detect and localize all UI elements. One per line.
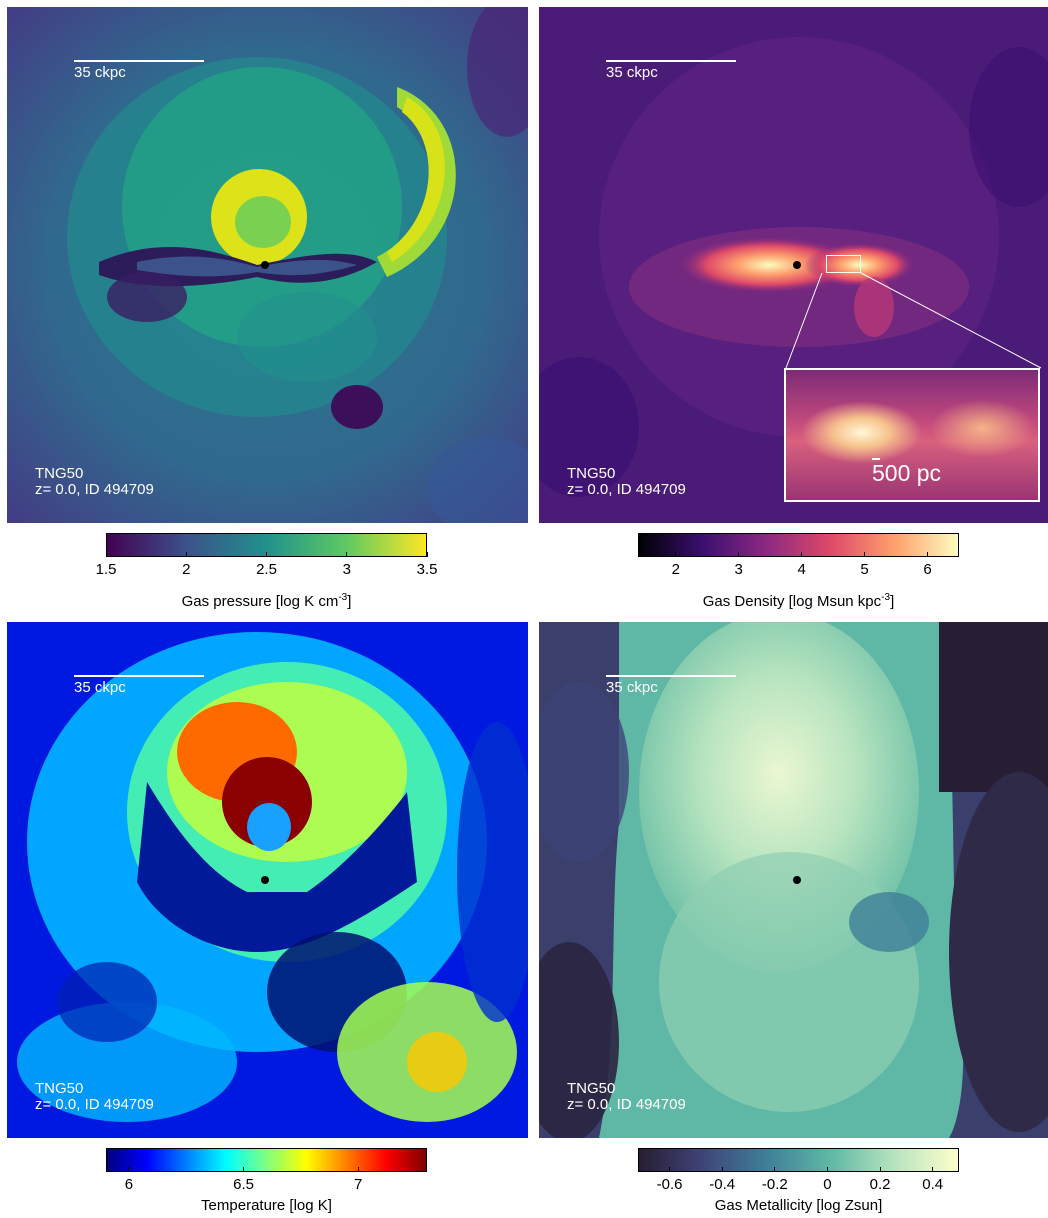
colorbar-tick [266,552,267,557]
colorbar-tick [721,1167,723,1172]
colorbar-tick-label: -0.4 [709,1176,736,1193]
temperature-colorbar-label: Temperature [log K] [201,1197,332,1214]
scale-label: 35 ckpc [606,64,658,81]
colorbar-tick [669,1167,671,1172]
simulation-name: TNG50 [567,465,616,482]
colorbar-tick [675,552,677,557]
colorbar-tick [879,1167,881,1172]
inset-scale-bar [872,458,880,460]
colorbar-tick-label: 6 [124,1176,134,1193]
colorbar-tick-label: -0.2 [761,1176,788,1193]
center-marker [793,876,801,884]
simulation-name: TNG50 [567,1080,616,1097]
colorbar-tick-label: 5 [860,561,869,578]
subhalo-info: z= 0.0, ID 494709 [567,1096,686,1113]
scale-label: 35 ckpc [606,679,658,696]
colorbar-tick [185,552,187,557]
scale-label: 35 ckpc [74,679,126,696]
simulation-name: TNG50 [35,465,84,482]
center-marker [261,876,269,884]
scale-bar [606,60,736,62]
colorbar-tick [738,552,740,557]
colorbar-tick [826,1167,828,1172]
temperature-map-panel: 35 ckpc TNG50 z= 0.0, ID 494709 [7,622,528,1138]
zoom-region-box [826,255,861,273]
metallicity-colorbar-label: Gas Metallicity [log Zsun] [714,1197,883,1214]
colorbar-tick-label: 6 [923,561,932,578]
pressure-colorbar-label: Gas pressure [log K cm-3] [181,592,352,610]
colorbar-tick [357,1167,359,1172]
colorbar-tick [243,1167,245,1172]
pressure-map-image [7,7,528,523]
colorbar-tick [105,552,107,557]
density-map-panel: 35 ckpc TNG50 z= 0.0, ID 494709 500 pc [539,7,1048,523]
colorbar-tick-label: 0.2 [869,1176,891,1193]
temperature-colorbar [106,1148,427,1172]
scale-bar [74,675,204,677]
colorbar-tick-label: 0 [823,1176,832,1193]
colorbar-tick [774,1167,776,1172]
colorbar-tick [927,552,929,557]
colorbar-tick [426,552,428,557]
center-marker [261,261,269,269]
subhalo-info: z= 0.0, ID 494709 [35,481,154,498]
density-colorbar-label: Gas Density [log Msun kpc-3] [702,592,895,610]
colorbar-tick-label: 0.4 [922,1176,944,1193]
pressure-map-panel: 35 ckpc TNG50 z= 0.0, ID 494709 [7,7,528,523]
colorbar-tick-label: 1.5 [95,561,117,578]
metallicity-colorbar [638,1148,959,1172]
colorbar-tick-label: 4 [797,561,806,578]
colorbar-tick-label: 2 [182,561,191,578]
colorbar-tick-label: 3 [342,561,351,578]
metallicity-map-panel: 35 ckpc TNG50 z= 0.0, ID 494709 [539,622,1048,1138]
colorbar-tick [864,552,866,557]
colorbar-tick [128,1167,130,1172]
colorbar-tick-label: 2.5 [256,561,277,578]
zoom-inset: 500 pc [784,368,1040,502]
center-marker [793,261,801,269]
colorbar-tick-label: 3.5 [416,561,438,578]
colorbar-tick-label: 3 [734,561,743,578]
scale-label: 35 ckpc [74,64,126,81]
colorbar-tick [932,1167,934,1172]
subhalo-info: z= 0.0, ID 494709 [35,1096,154,1113]
colorbar-tick-label: 7 [354,1176,363,1193]
scale-bar [74,60,204,62]
colorbar-tick [801,552,803,557]
colorbar-tick [346,552,348,557]
subhalo-info: z= 0.0, ID 494709 [567,481,686,498]
inset-scale-label: 500 pc [872,460,942,486]
scale-bar [606,675,736,677]
colorbar-tick-label: -0.6 [656,1176,683,1193]
colorbar-tick-label: 2 [671,561,680,578]
colorbar-tick-label: 6.5 [233,1176,254,1193]
simulation-name: TNG50 [35,1080,84,1097]
density-colorbar [638,533,959,557]
